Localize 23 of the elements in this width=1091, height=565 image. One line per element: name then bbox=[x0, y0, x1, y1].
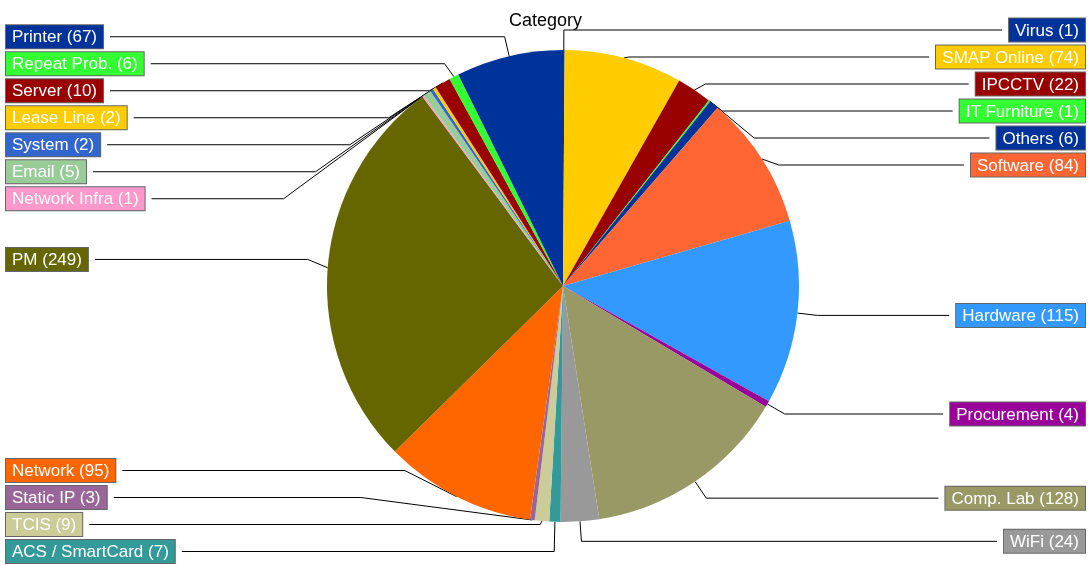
slice-label: Email (5) bbox=[12, 162, 81, 182]
slice-label: IT Furniture (1) bbox=[965, 101, 1079, 121]
slice-label: Network (95) bbox=[12, 461, 110, 480]
slice-label: IPCCTV (22) bbox=[981, 74, 1079, 94]
slice-label: Printer (67) bbox=[12, 27, 98, 47]
slice-label: Hardware (115) bbox=[962, 305, 1079, 325]
slice-label: ACS / SmartCard (7) bbox=[12, 542, 169, 561]
slice-label: Virus (1) bbox=[1015, 20, 1079, 40]
chart-title: Category bbox=[508, 10, 583, 30]
slice-label: Server (10) bbox=[12, 81, 98, 101]
slice-label: Others (6) bbox=[1002, 128, 1079, 148]
slice-label: PM (249) bbox=[12, 249, 82, 269]
slice-label: WiFi (24) bbox=[1010, 531, 1079, 551]
slice-label: Repeat Prob. (6) bbox=[12, 54, 138, 74]
slice-label: Network Infra (1) bbox=[12, 189, 139, 209]
slice-label: Static IP (3) bbox=[12, 488, 101, 507]
slice-label: Lease Line (2) bbox=[12, 108, 121, 128]
slice-label: Comp. Lab (128) bbox=[951, 488, 1079, 508]
slice-label: TCIS (9) bbox=[12, 515, 77, 534]
slice-label: Software (84) bbox=[976, 155, 1079, 175]
slice-label: System (2) bbox=[12, 135, 95, 155]
slice-label: Procurement (4) bbox=[956, 404, 1079, 424]
slice-label: SMAP Online (74) bbox=[942, 47, 1079, 67]
